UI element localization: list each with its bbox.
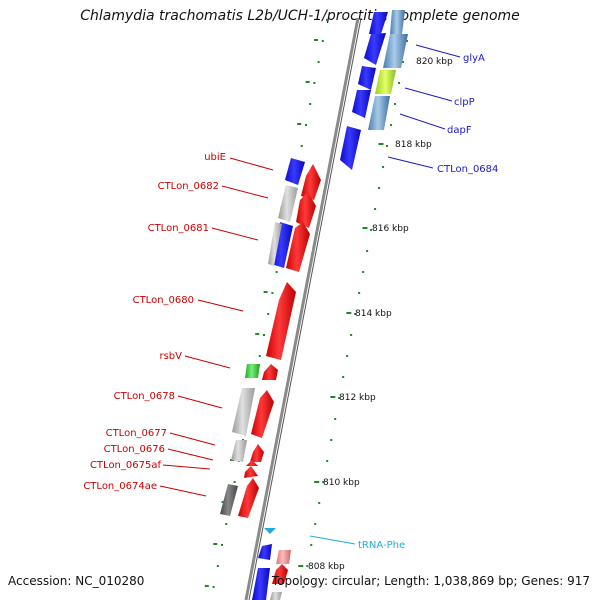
gene-bottom-pink [276,550,291,564]
label-CTLon_0675af[interactable]: CTLon_0675af [90,460,162,471]
gene-top-blue [369,12,388,34]
tick-label-810: 810 kbp [323,478,360,488]
tick-label-816: 816 kbp [372,224,409,234]
gene-bottom-grey [270,592,282,600]
label-CTLon_0676[interactable]: CTLon_0676 [104,444,165,455]
gene-CTLon_0681-blue [271,222,293,268]
label-CTLon_0678[interactable]: CTLon_0678 [114,391,175,402]
backbone-shadow [248,17,362,600]
gene-CTLon_0681b[interactable] [286,222,310,272]
gene-bottom-blue-2 [252,568,270,600]
reverse-gene-track [220,158,321,518]
genome-summary-text: Topology: circular; Length: 1,038,869 bp… [271,574,590,588]
gene-CTLon_0677[interactable] [231,440,247,462]
gene-CTLon_0675af[interactable] [244,466,258,478]
gene-dapF-alt [368,96,390,130]
label-ubiE[interactable]: ubiE [204,152,226,163]
trna-phe-marker[interactable] [264,528,276,534]
gene-labels: glyA clpP dapF CTLon_0684 ubiE CTLon_068… [83,53,498,551]
label-CTLon_0677[interactable]: CTLon_0677 [106,428,167,439]
gene-bottom-red [272,564,288,584]
gene-CTLon_0681[interactable] [296,192,316,228]
label-clpP[interactable]: clpP [454,97,475,108]
gene-CTLon_0681-grey [268,222,282,266]
backbone-line [244,17,360,600]
bottom-gene-track [252,528,291,600]
tick-labels: 808 kbp 810 kbp 812 kbp 814 kbp 816 kbp … [308,57,453,572]
tick-label-820: 820 kbp [416,57,453,67]
gene-rsbV-arrow [262,364,278,380]
label-CTLon_0674ae[interactable]: CTLon_0674ae [83,481,157,492]
label-rsbV[interactable]: rsbV [159,351,182,362]
forward-gene-track [340,10,408,170]
gene-CTLon_0677-red [250,444,264,462]
gene-CTLon_0676[interactable] [246,460,258,466]
gene-dapF[interactable] [352,90,371,118]
gene-glyA[interactable] [364,33,386,65]
label-glyA[interactable]: glyA [463,53,485,64]
tick-label-814: 814 kbp [355,309,392,319]
gene-rsbV[interactable] [245,364,260,378]
map-title: Chlamydia trachomatis L2b/UCH-1/proctiti… [80,8,520,24]
label-dapF[interactable]: dapF [447,125,472,136]
tick-label-818: 818 kbp [395,140,432,150]
gene-ubiE[interactable] [285,158,305,185]
gene-CTLon_0678[interactable] [232,388,255,436]
label-CTLon_0682[interactable]: CTLon_0682 [158,181,219,192]
label-CTLon_0680[interactable]: CTLon_0680 [133,295,194,306]
gene-CTLon_0674ae[interactable] [220,484,238,516]
tick-label-812: 812 kbp [339,393,376,403]
gene-CTLon_0680[interactable] [266,282,296,360]
gene-CTLon_0682[interactable] [301,164,321,200]
gene-CTLon_0684[interactable] [340,126,361,170]
gene-clpP-alt [375,70,396,94]
gene-glyA-shadow [383,34,408,68]
label-CTLon_0681[interactable]: CTLon_0681 [148,223,209,234]
gene-clpP[interactable] [358,66,376,90]
label-leaders [159,44,461,545]
tick-label-808: 808 kbp [308,562,345,572]
accession-text: Accession: NC_010280 [8,574,145,588]
gene-CTLon_0678-red[interactable] [251,390,274,438]
gene-glyA-top [390,10,405,34]
label-tRNA-Phe[interactable]: tRNA-Phe [358,540,405,551]
gene-ubiE-grey [278,185,298,222]
label-CTLon_0684[interactable]: CTLon_0684 [437,164,498,175]
gene-bottom-blue-1 [258,544,272,560]
gene-CTLon_0674ae-red [238,478,259,518]
